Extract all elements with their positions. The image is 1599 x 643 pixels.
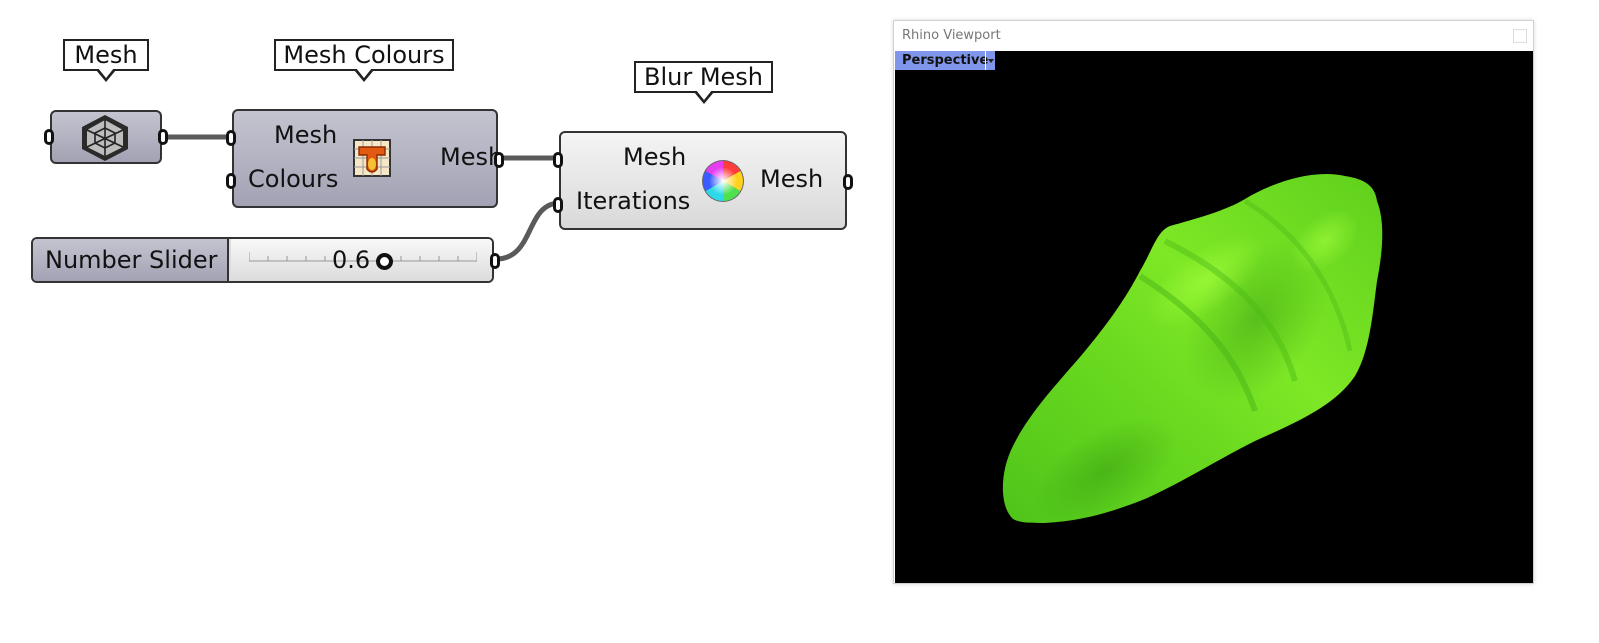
number-slider-name: Number Slider [45,246,218,274]
blur-mesh-output-mesh: Mesh [760,165,824,193]
callout-tip [96,68,116,82]
viewport-view-name: Perspective [902,53,989,68]
callout-tip [693,90,714,104]
mesh-colours-input-colours: Colours [248,165,339,193]
mesh-param-input-grip[interactable] [44,129,54,145]
blur-mesh-component[interactable]: Mesh Iterations Mesh [553,131,853,230]
mesh-colours-input-mesh: Mesh [274,121,338,149]
callout-mesh-label: Mesh [74,41,138,69]
mesh-colours-icon [353,139,391,177]
rhino-viewport-window: Rhino Viewport [893,20,1534,584]
callout-blur-mesh-label: Blur Mesh [643,63,764,91]
mesh-colours-output-grip[interactable] [494,152,504,168]
blur-mesh-input-mesh: Mesh [623,143,687,171]
callout-blur-mesh: Blur Mesh [634,61,773,104]
number-slider-handle[interactable] [376,253,393,270]
callout-mesh: Mesh [63,39,149,82]
callout-mesh-colours-label: Mesh Colours [283,41,445,69]
slider-ticks [249,252,477,262]
number-slider-track[interactable]: 0.6 [231,239,492,281]
mesh-colours-input-mesh-grip[interactable] [226,130,236,146]
number-slider-value: 0.6 [332,246,371,274]
blur-mesh-input-iterations-grip[interactable] [553,197,563,213]
mesh-param-output-grip[interactable] [158,129,168,145]
wire-slider-to-iterations [495,200,561,262]
mesh-colours-component[interactable]: Mesh Colours Mesh [226,109,504,208]
number-slider[interactable]: Number Slider 0.6 [31,237,500,283]
viewport-canvas[interactable]: Perspective [895,51,1533,583]
close-icon[interactable] [1513,29,1527,43]
blur-mesh-input-mesh-grip[interactable] [553,152,563,168]
number-slider-output-grip[interactable] [490,253,500,269]
callout-mesh-colours: Mesh Colours [274,39,454,82]
mesh-param-icon [82,115,128,161]
viewport-window-title: Rhino Viewport [902,28,1001,43]
blurred-mesh-preview [1002,173,1383,524]
blur-mesh-input-iterations: Iterations [576,187,691,215]
color-wheel-icon [702,160,744,202]
number-slider-name-panel: Number Slider [33,239,229,281]
blur-mesh-output-grip[interactable] [843,174,853,190]
viewport-view-tab[interactable]: Perspective [895,51,995,70]
mesh-colours-output-mesh: Mesh [440,143,504,171]
mesh-colours-input-colours-grip[interactable] [226,173,236,189]
callout-tip [354,68,374,82]
mesh-param-component[interactable] [44,110,168,164]
chevron-down-icon[interactable] [985,51,995,70]
